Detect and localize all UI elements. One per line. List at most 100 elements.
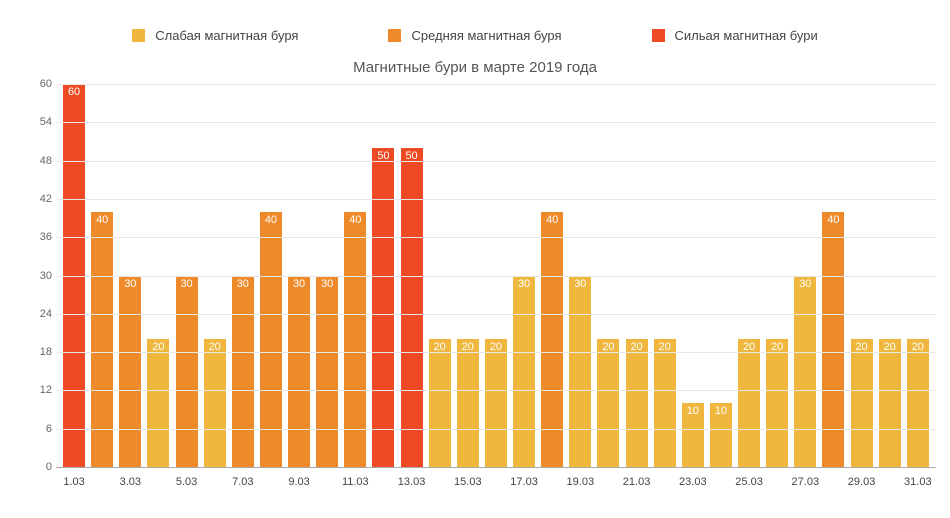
x-tick-slot: 15.03 xyxy=(454,470,482,504)
y-tick-label: 0 xyxy=(26,461,52,473)
x-tick-slot: 19.03 xyxy=(566,470,594,504)
bar: 20 xyxy=(204,339,226,467)
x-tick-slot: 3.03 xyxy=(116,470,144,504)
x-tick-slot: 29.03 xyxy=(848,470,876,504)
bar-value-label: 40 xyxy=(546,214,558,226)
legend-swatch-weak xyxy=(132,29,145,42)
x-tick-slot xyxy=(538,470,566,504)
bar: 20 xyxy=(766,339,788,467)
x-tick-slot xyxy=(876,470,904,504)
bar: 20 xyxy=(457,339,479,467)
bar-value-label: 40 xyxy=(265,214,277,226)
x-tick-slot xyxy=(651,470,679,504)
bar-value-label: 30 xyxy=(124,278,136,290)
gridline xyxy=(56,237,936,238)
bar: 20 xyxy=(485,339,507,467)
x-tick-slot: 23.03 xyxy=(679,470,707,504)
x-tick-label: 15.03 xyxy=(454,476,482,488)
bar: 30 xyxy=(513,276,535,468)
gridline xyxy=(56,84,936,85)
bar: 30 xyxy=(119,276,141,468)
x-tick-slot: 27.03 xyxy=(791,470,819,504)
x-tick-slot: 13.03 xyxy=(398,470,426,504)
x-tick-label: 1.03 xyxy=(63,476,84,488)
bar-value-label: 10 xyxy=(687,405,699,417)
x-tick-slot xyxy=(594,470,622,504)
bar-value-label: 40 xyxy=(827,214,839,226)
y-tick-label: 6 xyxy=(26,423,52,435)
bar-value-label: 40 xyxy=(349,214,361,226)
x-tick-slot xyxy=(426,470,454,504)
x-tick-label: 9.03 xyxy=(288,476,309,488)
bar: 10 xyxy=(682,403,704,467)
bar: 50 xyxy=(401,148,423,467)
bar: 20 xyxy=(738,339,760,467)
x-tick-label: 31.03 xyxy=(904,476,932,488)
y-tick-label: 36 xyxy=(26,231,52,243)
x-tick-slot xyxy=(369,470,397,504)
x-tick-slot xyxy=(819,470,847,504)
bar-value-label: 30 xyxy=(799,278,811,290)
y-tick-label: 12 xyxy=(26,384,52,396)
chart-area: Магнитные возмущения 6040302030203040303… xyxy=(0,84,950,504)
bar: 20 xyxy=(147,339,169,467)
bar: 20 xyxy=(626,339,648,467)
x-tick-slot: 21.03 xyxy=(623,470,651,504)
x-tick-slot: 11.03 xyxy=(341,470,369,504)
y-tick-label: 30 xyxy=(26,270,52,282)
x-tick-label: 25.03 xyxy=(735,476,763,488)
bar: 30 xyxy=(794,276,816,468)
bar: 20 xyxy=(597,339,619,467)
bar-value-label: 40 xyxy=(96,214,108,226)
x-tick-label: 23.03 xyxy=(679,476,707,488)
bar-value-label: 30 xyxy=(574,278,586,290)
bar-value-label: 30 xyxy=(518,278,530,290)
legend-swatch-strong xyxy=(652,29,665,42)
x-axis: 1.03 3.03 5.03 7.03 9.03 11.03 13.03 15.03 17.03… xyxy=(56,470,936,504)
x-tick-label: 27.03 xyxy=(792,476,820,488)
legend-item-strong: Сильая магнитная бури xyxy=(652,28,818,43)
y-tick-label: 60 xyxy=(26,78,52,90)
gridline xyxy=(56,429,936,430)
x-tick-slot xyxy=(707,470,735,504)
gridline xyxy=(56,314,936,315)
x-tick-label: 19.03 xyxy=(567,476,595,488)
bar: 30 xyxy=(232,276,254,468)
x-tick-label: 21.03 xyxy=(623,476,651,488)
x-tick-slot xyxy=(257,470,285,504)
gridline xyxy=(56,352,936,353)
gridline xyxy=(56,390,936,391)
gridline xyxy=(56,161,936,162)
gridline xyxy=(56,276,936,277)
bar: 30 xyxy=(569,276,591,468)
legend-label-strong: Сильая магнитная бури xyxy=(675,28,818,43)
x-tick-slot: 7.03 xyxy=(229,470,257,504)
x-tick-label: 17.03 xyxy=(510,476,538,488)
bar: 20 xyxy=(879,339,901,467)
bar-value-label: 30 xyxy=(321,278,333,290)
chart-legend: Слабая магнитная буря Средняя магнитная … xyxy=(0,0,950,53)
y-tick-label: 48 xyxy=(26,155,52,167)
bar-value-label: 10 xyxy=(715,405,727,417)
x-tick-slot: 9.03 xyxy=(285,470,313,504)
bar: 20 xyxy=(907,339,929,467)
plot-area: 6040302030203040303040505020202030403020… xyxy=(56,84,936,468)
x-tick-label: 5.03 xyxy=(176,476,197,488)
bar: 50 xyxy=(372,148,394,467)
gridline xyxy=(56,122,936,123)
x-tick-label: 29.03 xyxy=(848,476,876,488)
legend-swatch-medium xyxy=(388,29,401,42)
bar: 20 xyxy=(851,339,873,467)
x-tick-slot xyxy=(144,470,172,504)
bar-value-label: 60 xyxy=(68,86,80,98)
legend-label-medium: Средняя магнитная буря xyxy=(411,28,561,43)
x-tick-slot: 31.03 xyxy=(904,470,932,504)
x-tick-label: 7.03 xyxy=(232,476,253,488)
bar-value-label: 30 xyxy=(293,278,305,290)
bar-value-label: 30 xyxy=(237,278,249,290)
x-tick-slot: 25.03 xyxy=(735,470,763,504)
bar: 20 xyxy=(429,339,451,467)
x-tick-slot: 1.03 xyxy=(60,470,88,504)
x-tick-slot xyxy=(313,470,341,504)
bar: 30 xyxy=(288,276,310,468)
